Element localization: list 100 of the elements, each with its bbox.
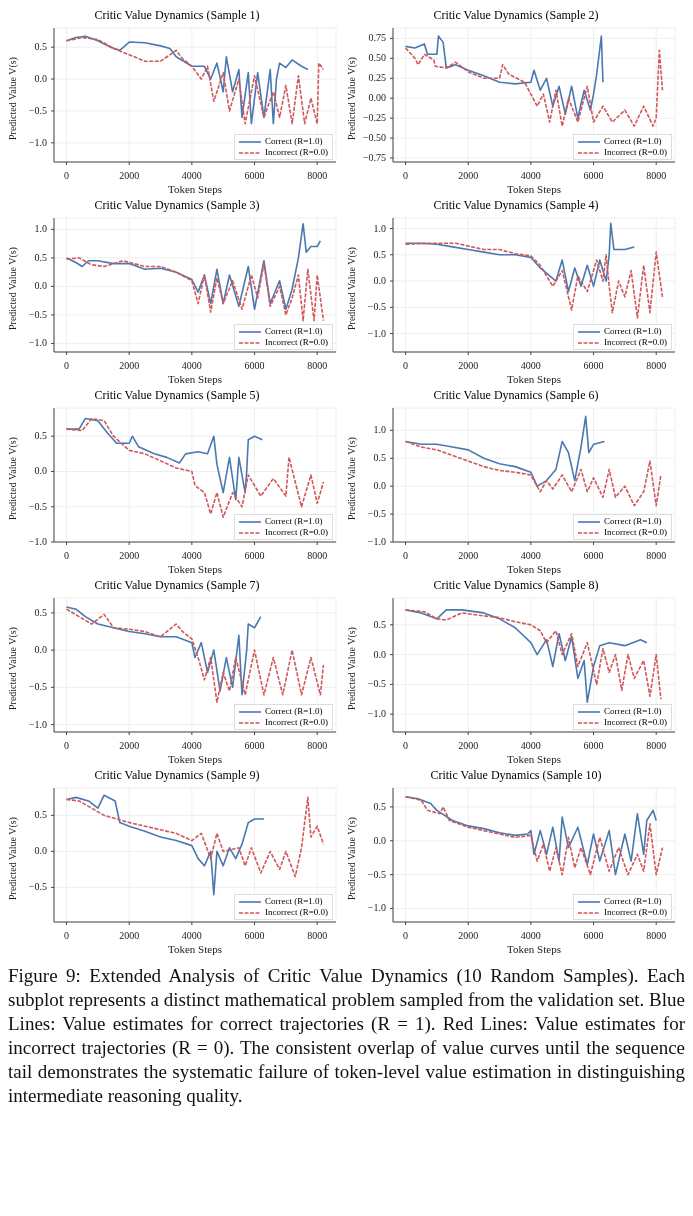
legend-label: Correct (R=1.0) (603, 516, 662, 527)
legend-label: Incorrect (R=0.0) (603, 527, 667, 538)
y-tick-label: 0.5 (373, 800, 386, 812)
x-tick-label: 2000 (458, 930, 479, 941)
y-tick-label: −0.25 (362, 112, 386, 124)
x-axis-title: Token Steps (507, 183, 561, 195)
y-tick-label: 0.25 (368, 72, 386, 84)
x-tick-label: 0 (64, 930, 70, 941)
x-tick-label: 4000 (181, 740, 202, 751)
y-tick-label: 0.50 (368, 52, 386, 64)
x-tick-label: 6000 (244, 740, 265, 751)
legend-label: Incorrect (R=0.0) (264, 717, 328, 728)
x-tick-label: 2000 (458, 550, 479, 561)
y-tick-label: −1.0 (28, 536, 47, 547)
line-series (65, 606, 262, 696)
y-tick-label: −0.5 (367, 301, 386, 313)
y-tick-label: 0.5 (373, 248, 386, 260)
line-series (65, 794, 265, 896)
legend-label: Incorrect (R=0.0) (603, 717, 667, 728)
x-tick-label: 0 (403, 550, 409, 561)
legend-label: Correct (R=1.0) (603, 136, 662, 147)
x-tick-label: 6000 (583, 930, 604, 941)
x-tick-label: 8000 (307, 740, 328, 751)
line-series (404, 242, 664, 319)
y-tick-label: 0.00 (368, 92, 386, 104)
y-tick-label: −0.5 (367, 678, 386, 690)
y-tick-label: −1.0 (367, 902, 386, 914)
y-tick-label: −0.50 (362, 132, 386, 144)
y-tick-label: 0.5 (34, 809, 47, 821)
x-axis-title: Token Steps (507, 373, 561, 385)
y-tick-label: −0.5 (28, 881, 47, 893)
x-tick-label: 8000 (307, 360, 328, 371)
chart-title: Critic Value Dynamics (Sample 3) (93, 198, 261, 214)
y-axis-title: Predicted Value V(s) (6, 437, 19, 520)
legend-label: Correct (R=1.0) (264, 706, 323, 717)
x-tick-label: 8000 (307, 170, 328, 181)
x-tick-label: 8000 (646, 360, 667, 371)
y-axis-title: Predicted Value V(s) (345, 247, 358, 330)
y-tick-label: 0.0 (34, 73, 47, 85)
y-tick-label: 0.0 (373, 480, 386, 492)
y-axis-title: Predicted Value V(s) (345, 817, 358, 900)
line-series (404, 440, 662, 507)
legend-label: Incorrect (R=0.0) (264, 907, 328, 918)
y-tick-label: −0.5 (367, 868, 386, 880)
y-tick-label: −0.5 (28, 104, 47, 116)
y-tick-label: −1.0 (367, 708, 386, 720)
line-series (65, 608, 325, 704)
y-tick-label: −0.5 (28, 681, 47, 693)
x-axis-title: Token Steps (168, 753, 222, 765)
legend-label: Correct (R=1.0) (603, 326, 662, 337)
x-tick-label: 8000 (646, 170, 667, 181)
y-tick-label: 1.0 (373, 424, 386, 436)
y-tick-label: 0.5 (373, 618, 386, 630)
x-tick-label: 0 (64, 550, 70, 561)
x-tick-label: 2000 (119, 170, 140, 181)
x-tick-label: 8000 (307, 930, 328, 941)
x-tick-label: 0 (64, 360, 70, 371)
legend-label: Correct (R=1.0) (264, 136, 323, 147)
legend-label: Incorrect (R=0.0) (603, 147, 667, 158)
x-tick-label: 8000 (646, 550, 667, 561)
chart-title: Critic Value Dynamics (Sample 10) (429, 768, 603, 784)
x-tick-label: 6000 (244, 360, 265, 371)
x-tick-label: 6000 (583, 360, 604, 371)
x-tick-label: 6000 (583, 550, 604, 561)
legend-label: Correct (R=1.0) (264, 896, 323, 907)
legend-label: Correct (R=1.0) (264, 326, 323, 337)
chart-title: Critic Value Dynamics (Sample 5) (93, 388, 261, 404)
line-series (404, 35, 604, 119)
legend-label: Correct (R=1.0) (603, 896, 662, 907)
y-axis-title: Predicted Value V(s) (6, 817, 19, 900)
y-axis-title: Predicted Value V(s) (345, 57, 358, 140)
x-tick-label: 6000 (244, 170, 265, 181)
y-tick-label: 0.0 (373, 275, 386, 287)
x-tick-label: 0 (403, 170, 409, 181)
x-tick-label: 2000 (458, 740, 479, 751)
y-tick-label: 1.0 (34, 223, 47, 235)
y-tick-label: 0.0 (34, 845, 47, 857)
x-tick-label: 4000 (181, 360, 202, 371)
y-axis-title: Predicted Value V(s) (345, 437, 358, 520)
x-tick-label: 6000 (583, 170, 604, 181)
x-tick-label: 2000 (119, 550, 140, 561)
x-tick-label: 6000 (244, 550, 265, 561)
chart-title: Critic Value Dynamics (Sample 2) (432, 8, 600, 24)
y-tick-label: −1.0 (28, 136, 47, 148)
y-tick-label: −1.0 (28, 337, 47, 349)
y-tick-label: −0.5 (367, 508, 386, 520)
y-axis-title: Predicted Value V(s) (6, 627, 19, 710)
x-tick-label: 4000 (520, 930, 541, 941)
x-tick-label: 0 (403, 360, 409, 371)
x-tick-label: 0 (403, 930, 409, 941)
x-tick-label: 0 (64, 740, 70, 751)
y-tick-label: 0.0 (373, 834, 386, 846)
legend-label: Incorrect (R=0.0) (264, 527, 328, 538)
x-tick-label: 0 (403, 740, 409, 751)
chart-title: Critic Value Dynamics (Sample 9) (93, 768, 261, 784)
y-tick-label: −0.5 (28, 308, 47, 320)
x-tick-label: 2000 (458, 360, 479, 371)
x-tick-label: 4000 (181, 170, 202, 181)
x-tick-label: 4000 (520, 740, 541, 751)
chart-title: Critic Value Dynamics (Sample 6) (432, 388, 600, 404)
